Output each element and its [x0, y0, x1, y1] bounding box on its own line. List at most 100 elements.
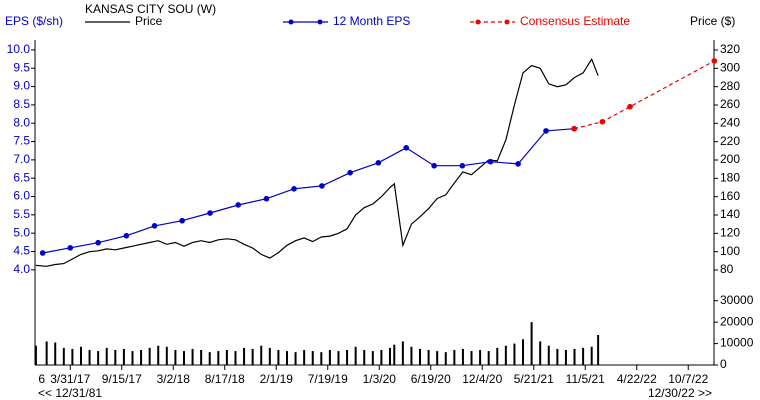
- series-point: [627, 103, 633, 110]
- volume-bar: [182, 351, 185, 365]
- volume-bar: [590, 346, 593, 365]
- y-tick-label: 6.0: [13, 189, 30, 203]
- volume-bar: [597, 335, 600, 365]
- volume-bar: [436, 351, 439, 365]
- series-point: [347, 169, 353, 176]
- legend-marker: [504, 19, 510, 25]
- volume-bar: [200, 350, 203, 365]
- y2-tick-label: 200: [720, 152, 740, 166]
- volume-bar: [346, 350, 349, 365]
- volume-bar: [461, 348, 464, 365]
- volume-bar: [122, 348, 125, 365]
- series-point: [39, 250, 46, 256]
- y-axis-title: EPS ($/sh): [5, 14, 63, 28]
- volume-bar: [479, 350, 482, 365]
- volume-bar: [131, 351, 134, 365]
- y-tick-label: 8.5: [13, 97, 30, 111]
- volume-tick-label: 20000: [720, 314, 754, 328]
- y2-tick-label: 220: [720, 134, 740, 148]
- y-tick-label: 7.5: [13, 134, 30, 148]
- volume-bar: [328, 350, 331, 365]
- series-point: [123, 232, 130, 239]
- volume-bar: [513, 343, 516, 365]
- y-tick-label: 4.0: [13, 262, 30, 276]
- volume-bar: [251, 348, 254, 365]
- volume-bar: [522, 339, 525, 365]
- y-tick-label: 7.0: [13, 152, 30, 166]
- x-tick-label: 10/7/22: [668, 372, 708, 386]
- x-tick-label: 8/17/18: [205, 372, 245, 386]
- series-point: [179, 217, 185, 224]
- volume-bar: [225, 350, 228, 365]
- volume-bar: [410, 346, 413, 365]
- volume-bar: [268, 347, 271, 365]
- volume-bar: [380, 350, 383, 365]
- volume-bar: [444, 352, 447, 365]
- x-tick-label: 2/1/19: [260, 372, 294, 386]
- volume-bar: [208, 352, 211, 365]
- volume-bar: [217, 351, 220, 365]
- volume-bar: [419, 348, 422, 365]
- y2-tick-label: 280: [720, 79, 740, 93]
- series-point: [235, 202, 242, 208]
- y2-tick-label: 180: [720, 171, 740, 185]
- series-point: [207, 210, 213, 216]
- volume-bar: [277, 350, 280, 365]
- series-line: [35, 57, 599, 267]
- volume-tick-label: 10000: [720, 336, 754, 350]
- series-point: [599, 118, 606, 125]
- series-point: [571, 125, 578, 132]
- volume-bar: [354, 346, 357, 365]
- volume-bar: [303, 350, 306, 365]
- volume-bar: [79, 346, 82, 365]
- volume-bar: [71, 348, 74, 365]
- volume-bar: [582, 347, 585, 365]
- volume-bar: [547, 345, 550, 365]
- y-tick-label: 8.0: [13, 115, 30, 129]
- volume-bar: [496, 347, 499, 365]
- volume-bar: [320, 352, 323, 365]
- series-point: [459, 162, 466, 169]
- range-end-note: 12/30/22 >>: [648, 386, 712, 400]
- y2-tick-label: 240: [720, 116, 740, 130]
- series-point: [431, 162, 437, 169]
- volume-bar: [34, 345, 37, 365]
- volume-bar: [427, 350, 430, 365]
- x-tick-label: 5/21/21: [514, 372, 554, 386]
- volume-bar: [105, 347, 108, 365]
- volume-bar: [157, 345, 160, 365]
- volume-bar: [260, 345, 263, 365]
- x-tick-label: 3/2/18: [157, 372, 191, 386]
- y-tick-label: 4.5: [13, 244, 30, 258]
- x-tick-label: 9/15/17: [102, 372, 142, 386]
- y2-tick-label: 160: [720, 189, 740, 203]
- volume-bar: [174, 350, 177, 365]
- volume-bar: [294, 352, 297, 365]
- volume-bar: [97, 351, 100, 365]
- x-tick-label: 6/19/20: [411, 372, 451, 386]
- volume-bar: [114, 350, 117, 365]
- volume-bar: [165, 346, 168, 365]
- y-tick-label: 9.0: [13, 79, 30, 93]
- volume-bar: [140, 350, 143, 365]
- series-point: [319, 183, 325, 189]
- volume-bar: [539, 341, 542, 365]
- series-line: [574, 60, 715, 130]
- legend-marker: [317, 19, 323, 25]
- volume-bar: [564, 350, 567, 365]
- legend-label: Consensus Estimate: [520, 14, 630, 28]
- y2-tick-label: 260: [720, 97, 740, 111]
- series-point: [403, 144, 410, 151]
- series-point: [543, 128, 549, 134]
- y2-tick-label: 300: [720, 60, 740, 74]
- volume-bar: [401, 341, 404, 365]
- volume-bar: [388, 347, 391, 365]
- volume-bar: [337, 351, 340, 365]
- series-point: [375, 160, 382, 166]
- volume-bar: [487, 351, 490, 365]
- y2-tick-label: 140: [720, 207, 740, 221]
- volume-bar: [470, 351, 473, 365]
- range-start-note: << 12/31/81: [38, 386, 102, 400]
- volume-bar: [62, 347, 65, 365]
